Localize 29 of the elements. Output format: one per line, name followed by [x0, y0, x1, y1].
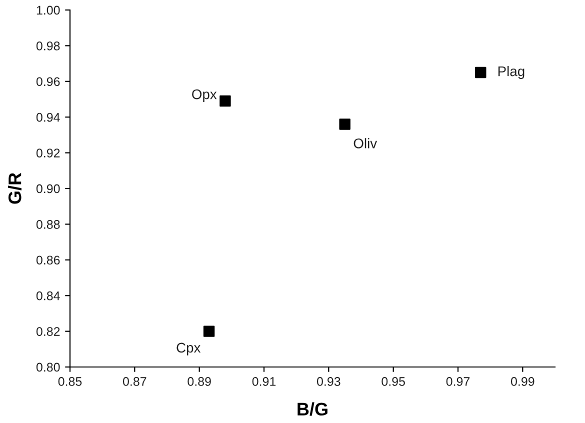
x-tick-label: 0.89	[188, 377, 211, 386]
x-tick-label: 0.91	[252, 377, 276, 386]
point	[220, 95, 231, 107]
x-tick-label: 0.95	[382, 377, 405, 386]
x-tick-label: 0.87	[122, 377, 146, 386]
y-tick-label: 0.80	[36, 362, 60, 372]
point	[339, 118, 350, 130]
point	[203, 326, 215, 337]
annotation: Oliv	[354, 138, 378, 148]
x-tick-label: 0.85	[58, 377, 82, 386]
y-tick-label: 1.00	[36, 6, 60, 15]
y-tick-label: 0.90	[36, 184, 60, 194]
y-tick-label: 0.94	[36, 112, 60, 122]
annotation: Plag	[498, 66, 524, 79]
y-axis-title: G/R	[8, 172, 22, 204]
annotation: Opx	[192, 89, 217, 102]
y-tick-label: 0.92	[36, 148, 60, 158]
x-tick-label: 0.93	[316, 377, 340, 386]
x-tick-label: 0.97	[446, 377, 470, 386]
y-tick-label: 0.86	[36, 256, 60, 265]
annotation: Cpx	[176, 342, 201, 356]
x-axis-title: B/G	[298, 402, 328, 416]
point	[475, 66, 486, 78]
y-tick-label: 0.84	[36, 291, 60, 300]
x-tick-label: 0.99	[510, 377, 534, 386]
y-tick-label: 0.82	[36, 327, 60, 336]
y-tick-label: 0.96	[36, 77, 60, 86]
y-tick-label: 0.98	[36, 42, 60, 50]
y-tick-label: 0.88	[36, 220, 60, 229]
